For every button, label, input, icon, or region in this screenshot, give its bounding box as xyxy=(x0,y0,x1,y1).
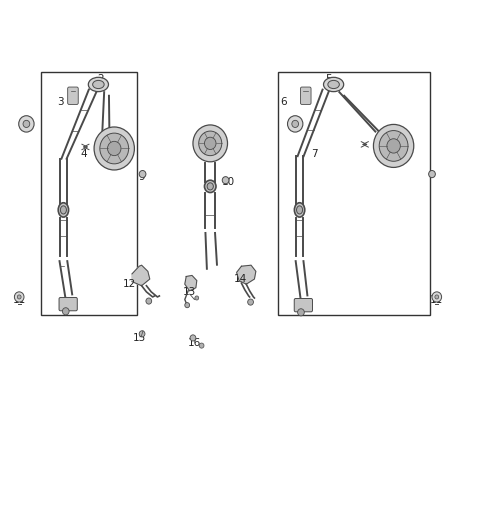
Text: 8: 8 xyxy=(217,138,224,148)
Circle shape xyxy=(14,292,24,302)
Circle shape xyxy=(248,299,253,305)
Text: 16: 16 xyxy=(188,338,201,348)
Ellipse shape xyxy=(294,203,305,217)
Polygon shape xyxy=(237,265,256,284)
Text: 2: 2 xyxy=(97,74,104,84)
Text: 9: 9 xyxy=(138,172,145,182)
Circle shape xyxy=(435,295,439,299)
Circle shape xyxy=(23,120,30,127)
Text: 12: 12 xyxy=(123,279,136,289)
Circle shape xyxy=(298,309,304,316)
Text: 1: 1 xyxy=(23,120,30,131)
Text: 7: 7 xyxy=(311,148,318,159)
Text: 13: 13 xyxy=(183,287,196,297)
Circle shape xyxy=(195,296,199,300)
Ellipse shape xyxy=(207,183,213,190)
Circle shape xyxy=(139,331,145,337)
Polygon shape xyxy=(185,275,197,291)
Text: 1: 1 xyxy=(289,120,296,131)
Text: 5: 5 xyxy=(325,74,332,84)
Circle shape xyxy=(204,137,216,150)
Ellipse shape xyxy=(60,206,66,214)
Text: 15: 15 xyxy=(132,333,146,343)
Circle shape xyxy=(146,298,152,304)
FancyBboxPatch shape xyxy=(300,87,311,104)
Circle shape xyxy=(185,303,190,308)
Ellipse shape xyxy=(324,77,344,92)
Ellipse shape xyxy=(328,80,339,89)
Circle shape xyxy=(17,295,21,299)
Circle shape xyxy=(139,170,146,178)
Circle shape xyxy=(62,308,69,315)
Circle shape xyxy=(108,141,121,156)
FancyBboxPatch shape xyxy=(294,298,312,312)
Ellipse shape xyxy=(58,203,69,217)
Ellipse shape xyxy=(297,206,302,214)
FancyBboxPatch shape xyxy=(59,297,77,311)
Circle shape xyxy=(288,116,303,132)
Ellipse shape xyxy=(93,80,104,89)
Bar xyxy=(41,72,137,315)
Text: 11: 11 xyxy=(12,294,26,305)
Text: 10: 10 xyxy=(221,177,235,187)
Circle shape xyxy=(190,335,196,341)
Polygon shape xyxy=(132,265,150,286)
Circle shape xyxy=(373,124,414,167)
Circle shape xyxy=(379,131,408,161)
Circle shape xyxy=(387,139,400,153)
Circle shape xyxy=(432,292,442,302)
Circle shape xyxy=(292,120,299,127)
Circle shape xyxy=(100,133,129,164)
Circle shape xyxy=(94,127,134,170)
Circle shape xyxy=(222,177,229,184)
Circle shape xyxy=(19,116,34,132)
Text: 4: 4 xyxy=(81,148,87,159)
Bar xyxy=(278,72,430,315)
Text: 14: 14 xyxy=(233,274,247,284)
Text: 11: 11 xyxy=(430,294,444,305)
Circle shape xyxy=(429,170,435,178)
Text: 6: 6 xyxy=(280,97,287,108)
Ellipse shape xyxy=(88,77,108,92)
Ellipse shape xyxy=(204,180,216,193)
Circle shape xyxy=(199,131,222,156)
Text: 3: 3 xyxy=(57,97,63,108)
FancyBboxPatch shape xyxy=(68,87,78,104)
Circle shape xyxy=(193,125,228,162)
Circle shape xyxy=(199,343,204,348)
